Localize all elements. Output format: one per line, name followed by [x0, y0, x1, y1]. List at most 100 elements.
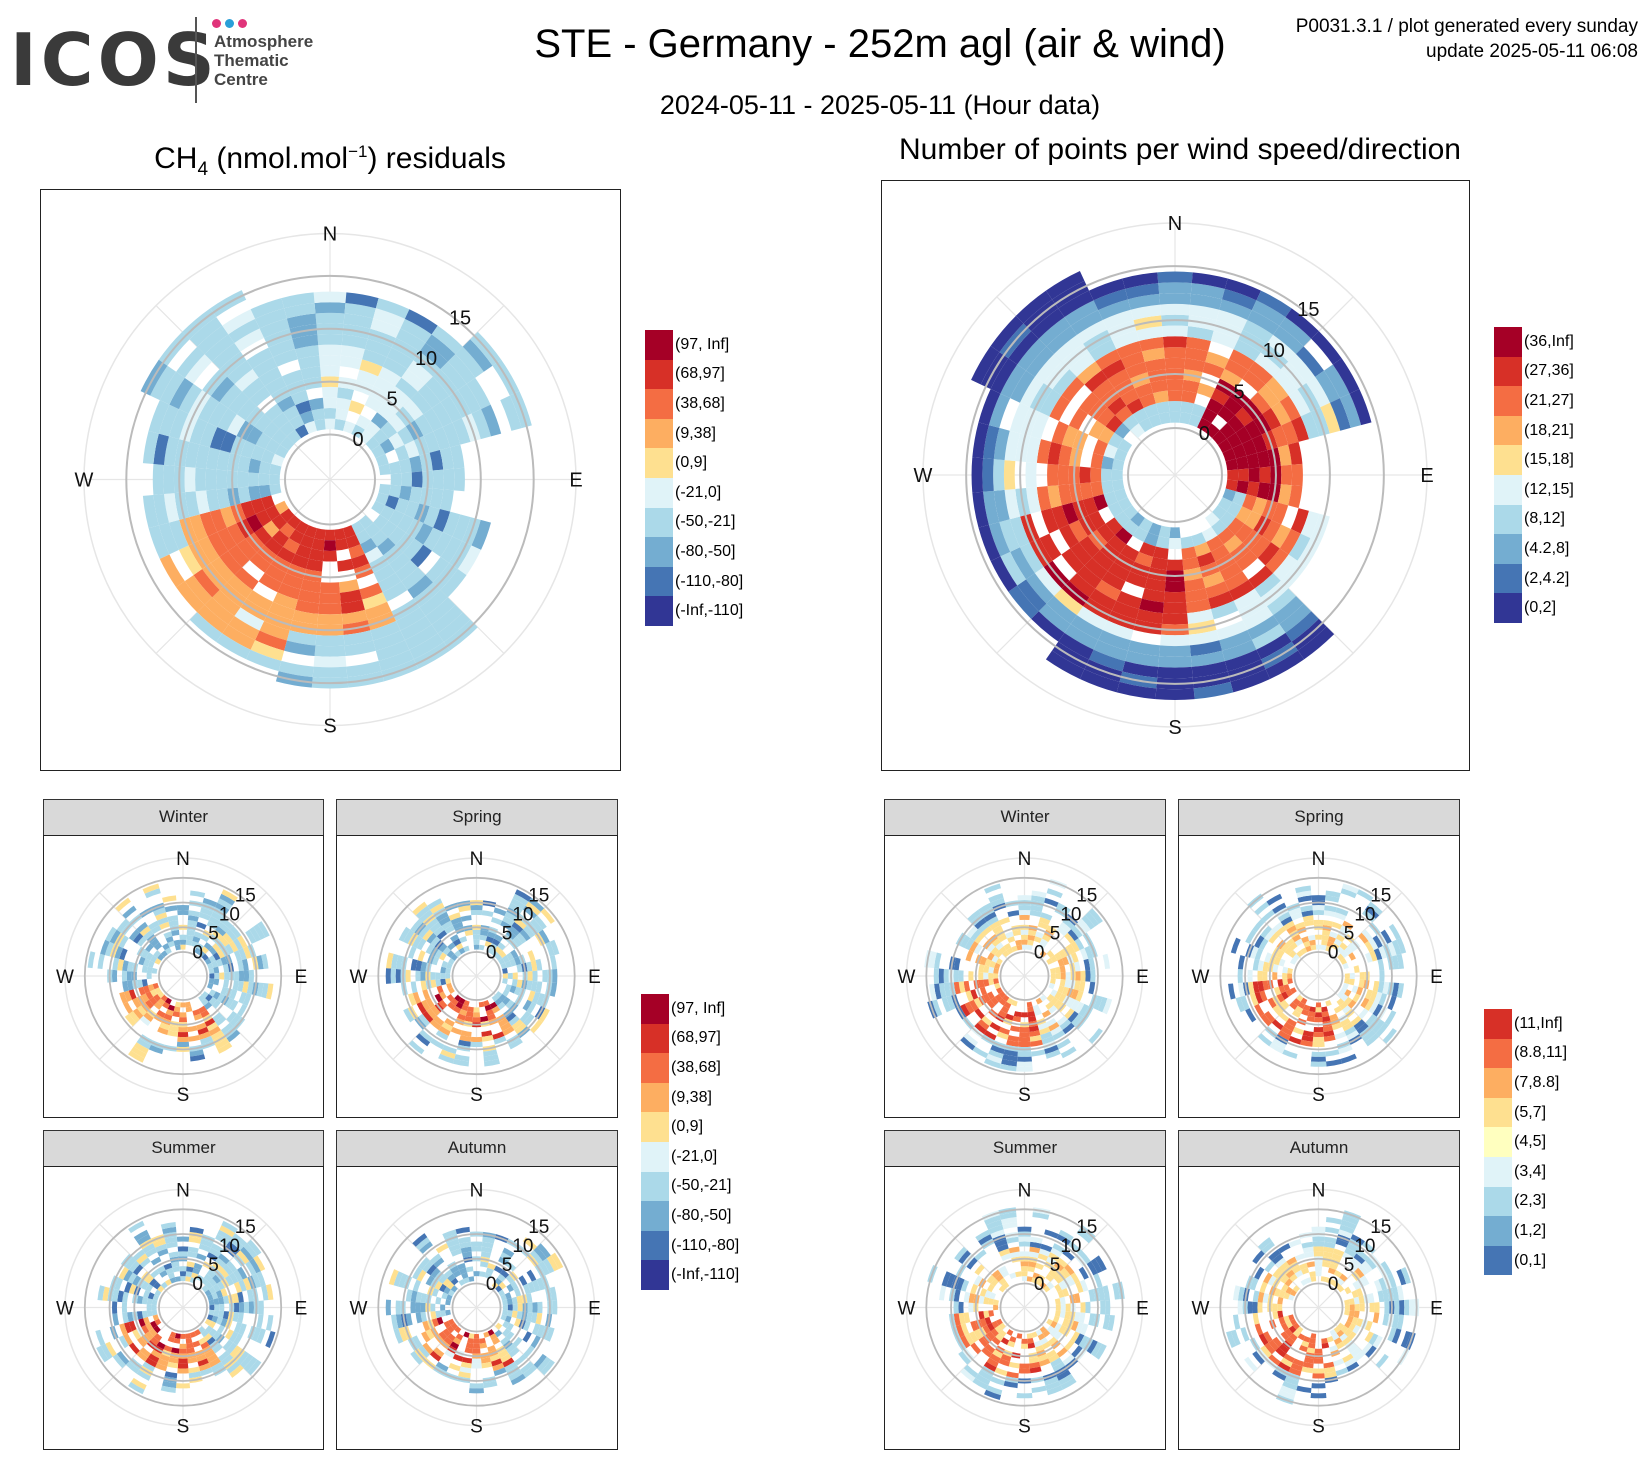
polar-cell: [360, 538, 378, 554]
facet-strip-cnt-summer: Summer: [884, 1130, 1166, 1167]
polar-cell: [1358, 932, 1369, 944]
polar-cell: [1325, 1226, 1340, 1235]
polar-cell: [210, 1030, 224, 1041]
polar-cell: [1061, 548, 1085, 574]
polar-cell: [282, 538, 300, 554]
speed-ring: [965, 265, 1385, 685]
polar-cell: [1322, 1015, 1331, 1023]
polar-cell: [458, 1039, 471, 1047]
polar-cell: [1279, 395, 1301, 421]
polar-cell: [1093, 1273, 1103, 1288]
polar-cell: [1223, 534, 1243, 554]
polar-cell: [1056, 1234, 1071, 1246]
polar-cell: [1138, 417, 1153, 433]
polar-cell: [1045, 1273, 1054, 1282]
polar-cell: [993, 978, 999, 985]
polar-cell: [500, 1294, 507, 1301]
polar-cell: [1322, 920, 1334, 927]
polar-cell: [1060, 1046, 1077, 1059]
polar-cell: [1206, 535, 1224, 552]
polar-cell: [1159, 645, 1191, 657]
polar-cell: [1083, 958, 1091, 971]
polar-cell: [1301, 1035, 1314, 1042]
polar-cell: [1333, 1358, 1345, 1367]
polar-cell: [322, 550, 338, 562]
polar-cell: [119, 1323, 128, 1336]
polar-cell: [1222, 448, 1237, 462]
polar-cell: [1265, 376, 1289, 402]
polar-cell: [1309, 1006, 1316, 1013]
polar-cell: [215, 925, 227, 937]
polar-cell: [153, 433, 170, 465]
polar-cell: [142, 1243, 156, 1254]
polar-cell: [236, 1351, 250, 1365]
polar-cell: [1017, 1056, 1032, 1062]
polar-cell: [1062, 1022, 1075, 1035]
polar-cell: [324, 418, 336, 430]
polar-cell: [389, 552, 411, 573]
polar-cell: [145, 1357, 158, 1368]
speed-tick-label: 5: [208, 923, 219, 944]
polar-cell: [409, 486, 423, 504]
polar-cell: [194, 1329, 202, 1336]
polar-cell: [1404, 1299, 1410, 1316]
polar-cell: [238, 970, 245, 982]
polar-cell: [314, 528, 326, 541]
polar-cell: [206, 1022, 219, 1032]
polar-cell: [405, 1289, 413, 1302]
polar-cell: [1059, 1019, 1072, 1031]
polar-cell: [986, 1274, 996, 1284]
residuals-season-legend: (97, Inf] (68,97] (38,68] (9,38] (0,9] (-21,0…: [641, 994, 739, 1290]
counts-legend-label: (0,2]: [1524, 599, 1557, 617]
polar-cell: [265, 438, 281, 454]
polar-cell: [1288, 1238, 1302, 1248]
polar-cell: [250, 298, 285, 319]
polar-cell: [1122, 414, 1139, 431]
polar-cell: [118, 935, 129, 949]
polar-cell: [160, 1221, 176, 1230]
polar-cell: [419, 1241, 433, 1254]
polar-cell: [530, 980, 538, 992]
polar-cell: [280, 436, 295, 451]
polar-cell: [1268, 932, 1279, 944]
polar-cell: [504, 911, 518, 922]
polar-cell: [452, 1353, 464, 1362]
polar-cell: [1113, 448, 1128, 462]
polar-cell: [1387, 1273, 1397, 1288]
polar-cell: [1300, 1279, 1308, 1286]
residuals-season-legend-label: (38,68]: [671, 1058, 721, 1076]
polar-cell: [229, 999, 239, 1012]
polar-cell: [1368, 938, 1379, 951]
polar-cell: [500, 1252, 512, 1262]
polar-cell: [502, 1304, 508, 1311]
polar-cell: [1061, 956, 1070, 966]
polar-cell: [157, 916, 169, 926]
polar-cell: [1313, 919, 1324, 925]
polar-cell: [520, 1361, 534, 1374]
polar-cell: [1344, 1309, 1350, 1316]
polar-cell: [414, 523, 434, 545]
polar-cell: [1039, 1026, 1051, 1036]
polar-cell: [314, 302, 346, 314]
polar-cell: [510, 1373, 526, 1386]
polar-cell: [471, 1358, 482, 1364]
counts-season-legend-swatch: [1484, 1097, 1512, 1128]
polar-cell: [526, 1269, 537, 1282]
polar-cell: [238, 991, 247, 1004]
polar-cell: [1066, 943, 1076, 955]
polar-cell: [167, 1272, 175, 1280]
polar-cell: [265, 1284, 274, 1301]
polar-cell: [1018, 905, 1031, 911]
polar-cell: [178, 1358, 188, 1364]
polar-cell: [219, 1303, 225, 1312]
polar-cell: [1364, 1331, 1374, 1343]
polar-cell: [284, 302, 316, 319]
polar-cell: [1352, 993, 1361, 1003]
polar-cell: [531, 1279, 541, 1292]
polar-cell: [177, 1036, 189, 1043]
polar-cell: [1018, 1241, 1031, 1247]
polar-cell: [1208, 590, 1234, 609]
polar-cell: [422, 929, 434, 941]
polar-cell: [1019, 1031, 1030, 1038]
polar-cell: [228, 318, 260, 343]
